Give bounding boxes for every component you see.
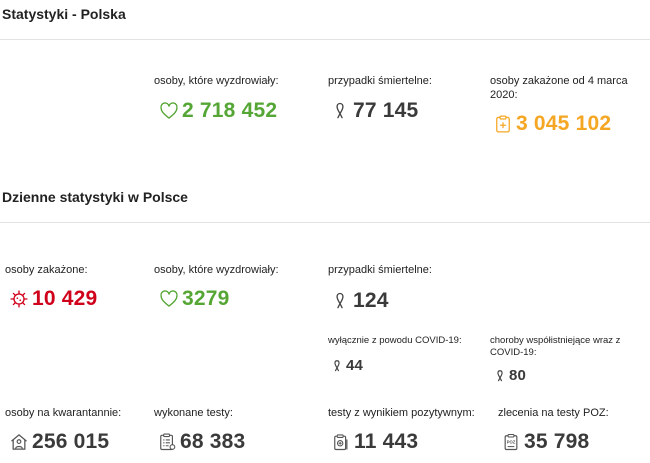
heart-icon [159,289,179,309]
stat-tests: wykonane testy: 68 383 [154,406,324,454]
heart-icon [159,101,179,121]
stat-label: przypadki śmiertelne: [328,75,432,87]
stat-poz-orders: zlecenia na testy POZ: POZ 35 798 [498,406,648,454]
poz-order-icon: POZ [501,432,521,452]
stat-value: 11 443 [354,430,419,453]
stat-label: wyłącznie z powodu COVID-19: [328,335,462,346]
stat-value: 2 718 452 [182,99,278,122]
stat-daily-deaths: przypadki śmiertelne: 124 [328,263,488,313]
stat-value: 80 [509,367,527,384]
stat-daily-recovered: osoby, które wyzdrowiały: 3279 [154,263,324,311]
stat-deaths-covid-only: wyłącznie z powodu COVID-19: 44 [328,335,478,374]
test-form-icon [157,432,177,452]
stat-label: choroby współistniejące wraz z COVID-19: [490,335,621,358]
stat-label: osoby zakażone: [5,264,88,276]
ribbon-icon [330,101,350,121]
stat-value: 77 145 [353,99,419,122]
stat-deaths-comorbid: choroby współistniejące wraz z COVID-19:… [490,335,648,384]
stat-total-deaths: przypadki śmiertelne: 77 145 [328,74,488,123]
stat-label: zlecenia na testy POZ: [498,407,609,419]
svg-text:POZ: POZ [507,440,516,445]
ribbon-icon [493,369,507,383]
stat-label: testy z wynikiem pozytywnym: [328,407,475,419]
stat-label: osoby, które wyzdrowiały: [154,75,279,87]
stat-quarantine: osoby na kwarantannie: 256 015 [5,406,150,454]
stat-value: 3279 [182,287,230,310]
positive-test-icon [331,432,351,452]
divider [0,222,650,223]
stat-label: osoby zakażone od 4 marca 2020: [490,75,628,101]
stat-label: przypadki śmiertelne: [328,264,432,276]
stat-value: 3 045 102 [516,112,612,135]
ribbon-icon [330,291,350,311]
stat-value: 35 798 [524,430,590,453]
stat-label: osoby na kwarantannie: [5,407,122,419]
stat-positive-tests: testy z wynikiem pozytywnym: 11 443 [328,406,493,454]
section-title-poland: Statystyki - Polska [2,6,126,22]
stat-value: 68 383 [180,430,246,453]
stat-label: osoby, które wyzdrowiały: [154,264,279,276]
divider [0,39,650,40]
house-person-icon [9,432,29,452]
stat-value: 10 429 [32,287,98,310]
stat-value: 256 015 [32,430,110,453]
clipboard-cross-icon [493,114,513,134]
stat-label: wykonane testy: [154,407,233,419]
stat-total-recovered: osoby, które wyzdrowiały: 2 718 452 [154,74,324,123]
section-title-daily: Dzienne statystyki w Polsce [2,189,188,205]
stat-total-infected: osoby zakażone od 4 marca 2020: 3 045 10… [490,74,645,136]
ribbon-icon [330,359,344,373]
virus-icon [9,289,29,309]
stat-daily-infected: osoby zakażone: 10 429 [5,263,145,311]
stat-value: 44 [346,357,364,374]
stat-value: 124 [353,289,389,312]
